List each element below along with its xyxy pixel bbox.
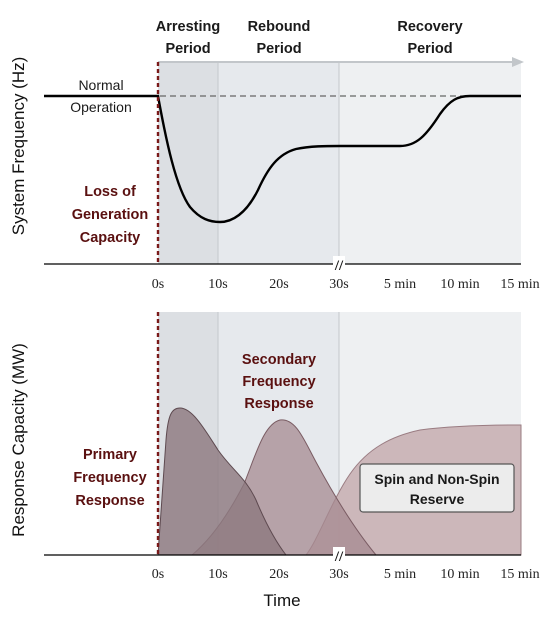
bottom-panel: // 0s 10s 20s 30s 5 min 10 min 15 min Pr…	[9, 312, 540, 582]
arresting-period-shade	[158, 62, 218, 264]
tick-20s-bottom: 20s	[269, 567, 288, 582]
tick-0s-top: 0s	[152, 277, 164, 292]
rebound-period-label-line1: Rebound	[248, 19, 311, 35]
loss-of-generation-label-line1: Loss of	[84, 184, 136, 200]
normal-operation-label-line1: Normal	[78, 77, 123, 93]
loss-of-generation-label-line3: Capacity	[80, 230, 140, 246]
tick-15min-top: 15 min	[500, 277, 539, 292]
bottom-axis-break: //	[333, 547, 345, 565]
bottom-tick-labels: 0s 10s 20s 30s 5 min 10 min 15 min	[152, 567, 540, 582]
top-y-axis-title: System Frequency (Hz)	[9, 57, 28, 236]
svg-text://: //	[334, 258, 344, 274]
reserve-label-line1: Spin and Non-Spin	[374, 471, 499, 487]
top-panel: // 0s 10s 20s 30s 5 min 10 min 15 min Ar…	[9, 19, 540, 292]
tick-30s-bottom: 30s	[329, 567, 348, 582]
primary-frequency-response-label-line2: Frequency	[73, 470, 146, 486]
recovery-period-shade	[339, 62, 521, 264]
secondary-frequency-response-label-line3: Response	[244, 396, 313, 412]
tick-10min-top: 10 min	[440, 277, 479, 292]
tick-5min-top: 5 min	[384, 277, 416, 292]
tick-5min-bottom: 5 min	[384, 567, 416, 582]
time-arrow-head	[512, 57, 524, 67]
rebound-period-shade	[218, 62, 339, 264]
secondary-frequency-response-label-line1: Secondary	[242, 352, 316, 368]
tick-15min-bottom: 15 min	[500, 567, 539, 582]
normal-operation-label-line2: Operation	[70, 99, 131, 115]
top-axis-break: //	[333, 256, 345, 274]
primary-frequency-response-label-line3: Response	[75, 493, 144, 509]
system-frequency-curve	[44, 94, 521, 224]
loss-of-generation-label-line2: Generation	[72, 207, 149, 223]
tick-0s-bottom: 0s	[152, 567, 164, 582]
rebound-period-label-line2: Period	[256, 41, 301, 57]
svg-text://: //	[334, 549, 344, 565]
tick-10s-top: 10s	[208, 277, 227, 292]
arresting-period-label-line2: Period	[165, 41, 210, 57]
x-axis-title: Time	[263, 591, 300, 610]
tick-10min-bottom: 10 min	[440, 567, 479, 582]
spin-non-spin-reserve-box: Spin and Non-Spin Reserve	[359, 463, 515, 513]
period-headers: Arresting Period Rebound Period Recovery…	[156, 19, 463, 57]
tick-20s-top: 20s	[269, 277, 288, 292]
recovery-period-label-line1: Recovery	[397, 19, 462, 35]
secondary-frequency-response-label-line2: Frequency	[242, 374, 315, 390]
tick-10s-bottom: 10s	[208, 567, 227, 582]
top-tick-labels: 0s 10s 20s 30s 5 min 10 min 15 min	[152, 277, 540, 292]
primary-frequency-response-area	[157, 407, 288, 556]
recovery-period-label-line2: Period	[407, 41, 452, 57]
primary-frequency-response-label-line1: Primary	[83, 447, 137, 463]
arresting-period-label-line1: Arresting	[156, 19, 220, 35]
tick-30s-top: 30s	[329, 277, 348, 292]
reserve-label-line2: Reserve	[410, 491, 465, 507]
bottom-y-axis-title: Response Capacity (MW)	[9, 343, 28, 537]
